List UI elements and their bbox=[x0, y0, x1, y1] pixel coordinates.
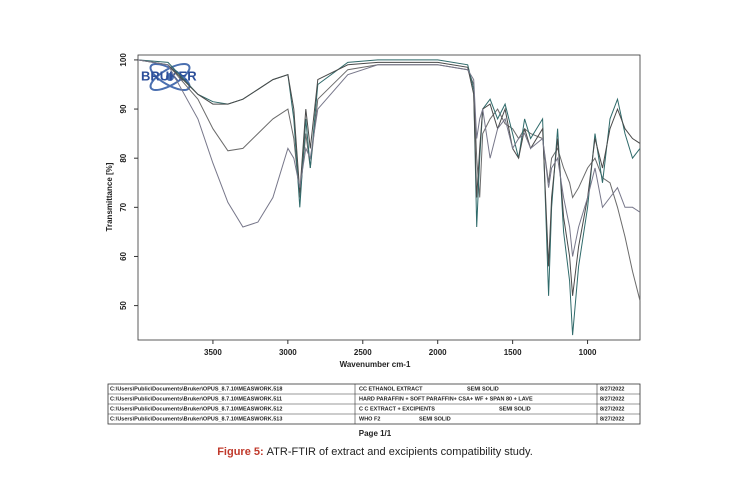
caption-text: ATR-FTIR of extract and excipients compa… bbox=[267, 446, 533, 458]
y-tick-label: 90 bbox=[119, 104, 128, 113]
spectrum-line bbox=[137, 59, 641, 296]
y-tick-label: 60 bbox=[119, 251, 128, 260]
x-tick-label: 1000 bbox=[579, 348, 597, 357]
sample-form: SEMI SOLID bbox=[467, 386, 499, 392]
logo-text: BRUKER bbox=[141, 68, 197, 83]
sample-form: SEMI SOLID bbox=[499, 406, 531, 412]
x-axis-label: Wavenumber cm-1 bbox=[340, 360, 411, 369]
caption-label: Figure 5: bbox=[217, 446, 263, 458]
date: 8/27/2022 bbox=[600, 386, 624, 392]
legend-label: CC ETHANOL EXTRACT bbox=[359, 386, 423, 392]
file-path: C:\Users\Public\Documents\Bruker\OPUS_8.… bbox=[110, 416, 282, 422]
x-tick-label: 3500 bbox=[204, 348, 222, 357]
plot-frame bbox=[137, 54, 641, 341]
y-tick-label: 100 bbox=[119, 53, 128, 67]
legend-label: WHO F2 bbox=[359, 416, 380, 422]
y-tick-label: 80 bbox=[119, 153, 128, 162]
page-number: Page 1/1 bbox=[359, 429, 392, 438]
y-tick-label: 50 bbox=[119, 301, 128, 310]
caption: Figure 5: ATR-FTIR of extract and excipie… bbox=[217, 446, 533, 458]
sample-form: SEMI SOLID bbox=[419, 416, 451, 422]
spectrum-line bbox=[137, 59, 641, 336]
x-tick-label: 3000 bbox=[279, 348, 297, 357]
x-tick-label: 2000 bbox=[429, 348, 447, 357]
legend-label: C C EXTRACT + EXCIPIENTS bbox=[359, 406, 435, 412]
legend-label: HARD PARAFFIN + SOFT PARAFFIN+ CSA+ WF +… bbox=[359, 396, 533, 402]
file-path: C:\Users\Public\Documents\Bruker\OPUS_8.… bbox=[110, 386, 282, 392]
y-tick-label: 70 bbox=[119, 202, 128, 211]
date: 8/27/2022 bbox=[600, 406, 624, 412]
date: 8/27/2022 bbox=[600, 416, 624, 422]
x-tick-label: 2500 bbox=[354, 348, 372, 357]
spectrum-line bbox=[137, 59, 641, 257]
x-tick-label: 1500 bbox=[504, 348, 522, 357]
file-path: C:\Users\Public\Documents\Bruker\OPUS_8.… bbox=[110, 396, 282, 402]
y-axis-label: Transmittance [%] bbox=[105, 162, 114, 231]
spectrum-line bbox=[137, 59, 641, 301]
file-path: C:\Users\Public\Documents\Bruker\OPUS_8.… bbox=[110, 406, 282, 412]
date: 8/27/2022 bbox=[600, 396, 624, 402]
